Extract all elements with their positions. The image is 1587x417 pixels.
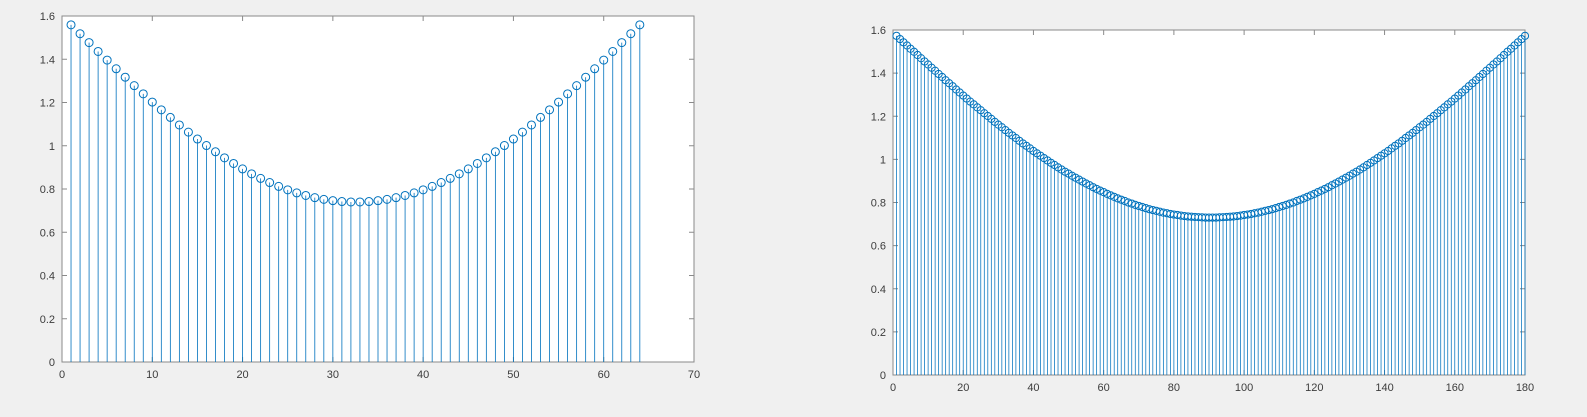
- x-tick-label: 30: [327, 369, 339, 381]
- stem-markers: [66, 20, 645, 207]
- y-tick-label: 0.6: [40, 227, 55, 239]
- x-tick-label: 180: [1516, 382, 1534, 394]
- x-tick-label: 20: [957, 382, 969, 394]
- y-tick-label: 0.4: [871, 284, 886, 296]
- y-tick-label: 1.6: [40, 11, 55, 23]
- y-tick-label: 1: [49, 141, 55, 153]
- x-tick-label: 0: [59, 369, 65, 381]
- stem-markers: [892, 31, 1530, 222]
- stem-series: [896, 35, 1526, 375]
- x-tick-label: 60: [1098, 382, 1110, 394]
- y-tick-label: 0: [49, 357, 55, 369]
- stem-plot-right: 0 20 40 60 80 100 120 140 160 180 0 0.2 0.4 0.6 0.8 1 1.…: [871, 25, 1534, 394]
- y-tick-label: 1.4: [871, 68, 886, 80]
- x-tick-label: 50: [507, 369, 519, 381]
- y-tick-label: 0.8: [871, 198, 886, 210]
- y-tick-label: 0: [880, 370, 886, 382]
- x-tick-label: 80: [1168, 382, 1180, 394]
- x-tick-label: 40: [1027, 382, 1039, 394]
- y-tick-label: 0.2: [40, 314, 55, 326]
- stem-series: [70, 24, 641, 362]
- stem-plot-left: 0 10 20 30 40 50 60 70 0 0.2 0.4 0.6 0.8 1 1.2 1.4 1.6: [40, 11, 700, 381]
- x-tick-label: 100: [1235, 382, 1253, 394]
- x-tick-label: 0: [890, 382, 896, 394]
- x-tick-label: 20: [236, 369, 248, 381]
- y-tick-label: 0.2: [871, 327, 886, 339]
- x-tick-label: 140: [1375, 382, 1393, 394]
- x-tick-label: 160: [1446, 382, 1464, 394]
- y-tick-label: 0.8: [40, 184, 55, 196]
- x-tick-label: 10: [146, 369, 158, 381]
- y-tick-label: 1.4: [40, 54, 55, 66]
- y-tick-label: 1: [880, 154, 886, 166]
- y-tick-label: 1.2: [871, 111, 886, 123]
- y-tick-label: 1.2: [40, 98, 55, 110]
- y-tick-label: 1.6: [871, 25, 886, 37]
- x-tick-label: 70: [688, 369, 700, 381]
- y-tick-label: 0.4: [40, 271, 55, 283]
- y-tick-label: 0.6: [871, 241, 886, 253]
- x-tick-label: 40: [417, 369, 429, 381]
- x-tick-label: 60: [598, 369, 610, 381]
- x-tick-label: 120: [1305, 382, 1323, 394]
